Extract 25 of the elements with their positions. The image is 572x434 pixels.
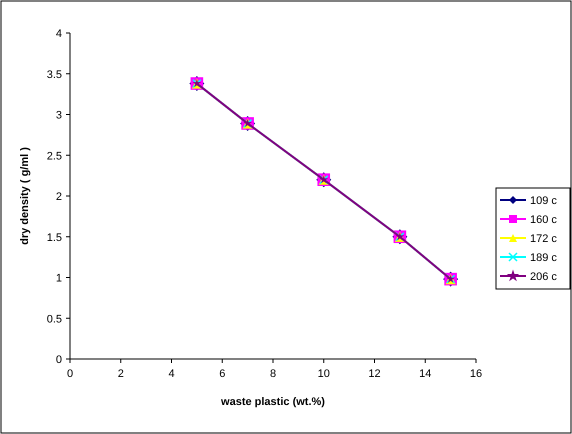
- y-tick-label: 0.5: [46, 313, 62, 326]
- x-tick-label: 6: [219, 368, 226, 380]
- legend-label: 172 c: [530, 233, 558, 245]
- x-tick-label: 8: [270, 368, 276, 380]
- y-tick-label: 2: [56, 191, 62, 203]
- x-tick-label: 4: [168, 368, 175, 380]
- x-tick-label: 12: [368, 368, 381, 380]
- y-tick-label: 2.5: [46, 150, 62, 162]
- x-tick-label: 10: [318, 368, 330, 380]
- legend-label: 109 c: [530, 195, 558, 207]
- y-tick-label: 0: [56, 354, 62, 366]
- x-tick-label: 14: [419, 368, 432, 380]
- y-tick-label: 1.5: [46, 232, 62, 244]
- y-tick-label: 1: [56, 272, 62, 284]
- x-tick-label: 2: [118, 368, 124, 380]
- y-tick-label: 4: [56, 28, 62, 40]
- x-tick-label: 0: [66, 368, 74, 380]
- y-tick-label: 3.5: [46, 68, 62, 81]
- y-axis-title: dry density ( g/ml ): [19, 146, 31, 245]
- y-tick-label: 3: [56, 110, 62, 122]
- legend-label: 189 c: [530, 252, 558, 264]
- x-tick-label: 16: [470, 368, 482, 380]
- legend-label: 206 c: [530, 271, 558, 283]
- x-axis-title: waste plastic (wt.%): [220, 396, 326, 408]
- legend-label: 160 c: [530, 214, 558, 226]
